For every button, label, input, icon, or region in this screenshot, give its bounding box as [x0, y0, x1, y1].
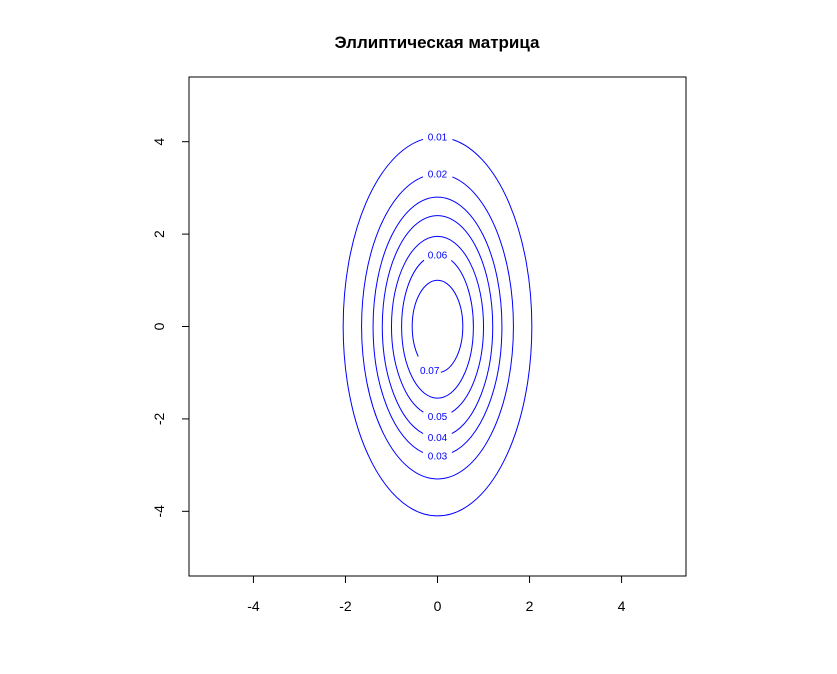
contour-label: 0.04 — [428, 433, 448, 444]
contour-label: 0.02 — [428, 170, 448, 181]
x-tick-label: 0 — [434, 598, 442, 614]
x-tick-label: -2 — [339, 598, 352, 614]
chart-title: Эллиптическая матрица — [334, 33, 540, 52]
contour-label: 0.06 — [428, 250, 448, 261]
x-tick-label: 4 — [618, 598, 626, 614]
x-axis: -4 -2 0 2 4 — [247, 575, 626, 614]
contour-line — [372, 196, 503, 457]
y-tick-label: -2 — [151, 412, 167, 425]
contour-line — [411, 279, 464, 374]
contour-line — [342, 136, 533, 517]
contour-label: 0.05 — [428, 412, 448, 423]
x-tick-label: -4 — [247, 598, 260, 614]
contour-lines: 0.01 0.02 0.03 0.04 0.05 0.06 0.07 — [342, 133, 533, 517]
plot-frame — [188, 76, 687, 577]
contour-label: 0.01 — [428, 133, 448, 144]
y-tick-label: 4 — [151, 138, 167, 146]
contour-label: 0.07 — [420, 366, 440, 377]
contour-line — [401, 254, 474, 399]
y-tick-label: 0 — [151, 322, 167, 330]
y-tick-label: -4 — [151, 505, 167, 518]
y-axis: -4 -2 0 2 4 — [151, 138, 190, 518]
x-tick-label: 2 — [526, 598, 534, 614]
contour-line — [390, 235, 485, 418]
contour-line — [381, 215, 494, 438]
y-tick-label: 2 — [151, 230, 167, 238]
contour-line — [361, 173, 514, 480]
contour-label: 0.03 — [428, 451, 448, 462]
